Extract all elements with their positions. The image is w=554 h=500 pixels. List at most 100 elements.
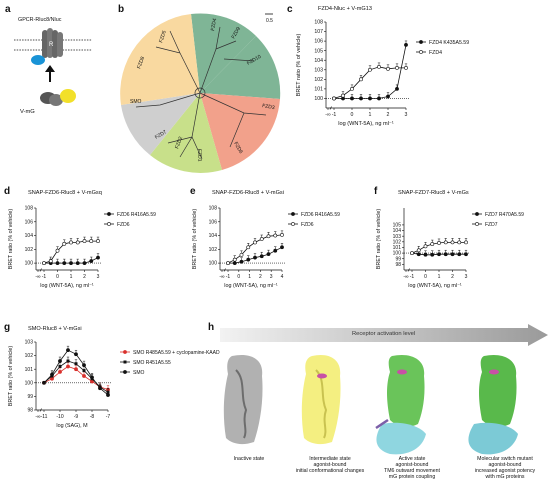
data-point xyxy=(82,369,86,373)
receptor-letter: R xyxy=(49,42,54,48)
axis-break xyxy=(329,106,332,110)
data-point xyxy=(386,66,390,71)
y-tick-label: 102 xyxy=(25,353,34,359)
x-tick-label: 3 xyxy=(405,112,408,118)
data-point xyxy=(423,244,428,249)
axis-break xyxy=(39,268,42,272)
panel-letter-c: c xyxy=(287,4,293,15)
scale-bar-label: 0.5 xyxy=(266,18,273,24)
structure-molecular-switch xyxy=(468,354,518,455)
y-tick-label: 98 xyxy=(27,408,33,414)
data-point xyxy=(368,67,372,72)
data-point xyxy=(96,255,100,260)
data-point xyxy=(266,234,271,239)
data-point xyxy=(42,261,46,266)
legend-label: FZD4 xyxy=(429,50,442,56)
x-tick-label: -1 xyxy=(332,112,337,118)
y-tick-label: 100 xyxy=(25,261,34,267)
chart-g: 98 99 100 101 102 103 -∞ -11 -10 -9 -8 -7 BRET ratio… xyxy=(8,340,220,429)
x-tick-label: 1 xyxy=(248,274,251,280)
x-tick-label: -∞ xyxy=(35,414,41,420)
x-tick-label: 4 xyxy=(281,274,284,280)
y-tick-label: 108 xyxy=(209,206,218,212)
data-point xyxy=(69,261,73,266)
legend-marker xyxy=(419,40,423,44)
legend-marker xyxy=(123,350,127,354)
legend-marker xyxy=(107,222,111,226)
data-point xyxy=(280,245,284,250)
data-point xyxy=(386,94,390,99)
x-tick-label: -∞ xyxy=(35,274,41,280)
y-tick-label: 100 xyxy=(393,251,402,257)
x-tick-label: 0 xyxy=(351,112,354,118)
x-tick-label: -8 xyxy=(90,414,95,420)
sector-fzd5-fzd8-b xyxy=(120,14,200,105)
data-point xyxy=(42,380,46,385)
y-tick-label: 108 xyxy=(25,206,34,212)
data-point xyxy=(58,370,62,374)
y-tick-label: 102 xyxy=(393,239,402,245)
data-point xyxy=(50,372,54,377)
x-tick-label: -∞ xyxy=(219,274,225,280)
chart-c-title: FZD4-Nluc + V-mG13 xyxy=(318,6,372,12)
chart-d-title: SNAP-FZD6-Rluc8 + V-mGsq xyxy=(28,190,102,196)
data-point xyxy=(395,65,399,70)
y-tick-label: 99 xyxy=(27,394,33,400)
activation-arrow-label: Receptor activation level xyxy=(352,331,416,337)
data-point xyxy=(464,252,468,257)
data-point xyxy=(74,352,78,357)
data-point xyxy=(90,375,94,380)
legend-marker xyxy=(123,370,127,374)
caption-inactive: Inactive state xyxy=(233,456,265,462)
x-tick-label: -∞ xyxy=(325,112,331,118)
x-tick-label: 0 xyxy=(56,274,59,280)
structure-active xyxy=(375,354,426,455)
panel-a-label: GPCR-Rluc8/Nluc xyxy=(18,17,62,23)
data-point xyxy=(404,43,408,47)
data-point xyxy=(232,261,237,266)
up-arrow-icon xyxy=(45,65,55,82)
data-point xyxy=(437,252,441,257)
data-point xyxy=(66,359,70,363)
tree-label-fzd5: FZD5 xyxy=(158,30,168,44)
x-tick-label: -10 xyxy=(56,414,63,420)
sector-fzd1-fzd2-fzd7 xyxy=(150,93,222,173)
y-tick-label: 104 xyxy=(314,58,323,64)
legend-marker xyxy=(419,50,423,54)
x-tick-label: 1 xyxy=(70,274,73,280)
structure-intermediate xyxy=(301,354,341,445)
chart-g-title: SMO-Rluc8 + V-mGsi xyxy=(28,326,82,332)
data-point xyxy=(74,367,78,372)
tree-branches xyxy=(135,26,267,160)
panel-letter-b: b xyxy=(118,4,125,15)
legend-label: FZD6 xyxy=(301,222,314,228)
y-tick-label: 103 xyxy=(314,67,323,73)
data-point xyxy=(259,254,264,259)
x-axis-label: log (WNT-5A), ng ml⁻¹ xyxy=(338,121,394,127)
data-point xyxy=(96,239,100,243)
data-point xyxy=(82,261,87,266)
data-point xyxy=(66,348,70,353)
y-tick-label: 102 xyxy=(209,247,218,253)
y-tick-label: 106 xyxy=(314,39,323,45)
y-axis-label: BRET ratio (% of vehicle) xyxy=(296,34,302,97)
data-point xyxy=(82,374,86,378)
data-point xyxy=(377,65,381,69)
caption-intermediate: Intermediate state agonist-bound initial… xyxy=(295,456,365,474)
data-point xyxy=(239,259,244,264)
x-tick-label: -1 xyxy=(410,274,415,280)
data-point xyxy=(62,241,67,246)
x-tick-label: 2 xyxy=(451,274,454,280)
y-tick-label: 107 xyxy=(314,29,323,35)
data-point xyxy=(457,240,462,245)
x-tick-label: 2 xyxy=(387,112,390,118)
y-tick-label: 98 xyxy=(395,262,401,268)
legend-label: SMO R485A5.59 + cyclopamine-KAAD xyxy=(133,350,220,356)
data-point xyxy=(377,96,381,101)
panel-letter-g: g xyxy=(4,322,11,333)
legend-marker xyxy=(123,360,127,364)
axis-break xyxy=(39,408,42,412)
y-tick-label: 108 xyxy=(314,20,323,26)
data-point xyxy=(437,241,441,245)
